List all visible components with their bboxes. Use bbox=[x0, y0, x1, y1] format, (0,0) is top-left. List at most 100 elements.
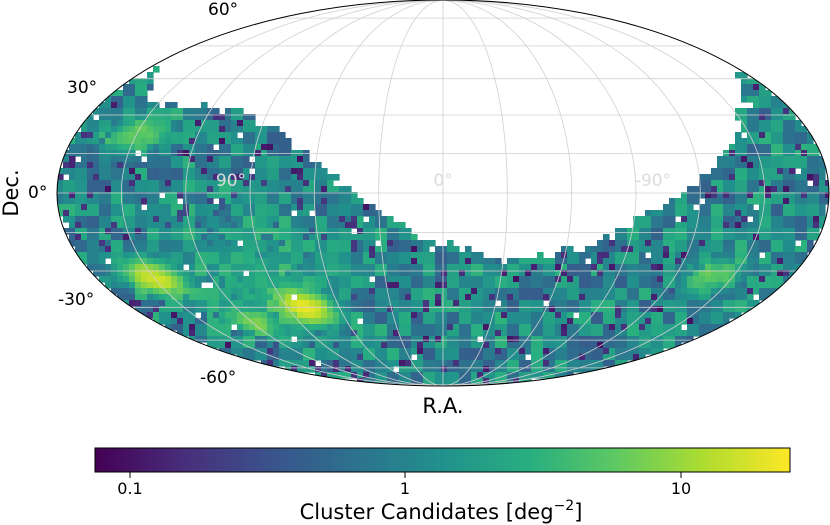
heatmap-cell bbox=[285, 318, 292, 325]
heatmap-cell bbox=[369, 246, 376, 253]
heatmap-cell bbox=[657, 264, 664, 271]
heatmap-cell bbox=[321, 318, 328, 325]
heatmap-cell bbox=[321, 294, 328, 301]
heatmap-cell bbox=[117, 222, 124, 229]
heatmap-cell bbox=[237, 186, 244, 193]
heatmap-cell bbox=[285, 300, 292, 307]
heatmap-cell bbox=[273, 216, 280, 223]
heatmap-cell bbox=[519, 354, 526, 361]
heatmap-cell bbox=[405, 354, 412, 361]
heatmap-cell bbox=[207, 180, 214, 187]
heatmap-cell bbox=[477, 366, 484, 373]
heatmap-cell bbox=[303, 216, 310, 223]
heatmap-cell bbox=[129, 276, 136, 283]
heatmap-cell bbox=[621, 228, 628, 235]
heatmap-cell bbox=[207, 270, 214, 277]
heatmap-cell bbox=[117, 282, 124, 289]
heatmap-cell bbox=[711, 174, 718, 181]
heatmap-cell bbox=[669, 276, 676, 283]
heatmap-cell bbox=[201, 168, 208, 175]
heatmap-cell bbox=[183, 132, 190, 139]
heatmap-cell bbox=[435, 306, 442, 313]
heatmap-cell bbox=[69, 180, 76, 187]
heatmap-cell bbox=[459, 282, 466, 289]
heatmap-cell bbox=[465, 252, 472, 259]
heatmap-cell bbox=[663, 312, 670, 319]
heatmap-cell bbox=[237, 168, 244, 175]
heatmap-cell bbox=[207, 210, 214, 217]
heatmap-cell bbox=[669, 288, 676, 295]
heatmap-cell bbox=[159, 198, 166, 205]
heatmap-cell bbox=[663, 288, 670, 295]
heatmap-cell bbox=[411, 312, 418, 319]
heatmap-cell bbox=[459, 378, 466, 385]
heatmap-cell bbox=[129, 282, 136, 289]
heatmap-cell bbox=[261, 318, 268, 325]
heatmap-cell bbox=[399, 372, 406, 379]
heatmap-cell bbox=[291, 174, 298, 181]
heatmap-cell bbox=[321, 366, 328, 373]
heatmap-cell bbox=[771, 168, 778, 175]
heatmap-cell bbox=[345, 228, 352, 235]
heatmap-cell bbox=[681, 204, 688, 211]
heatmap-cell bbox=[105, 204, 112, 211]
heatmap-cell bbox=[327, 288, 334, 295]
heatmap-cell bbox=[447, 372, 454, 379]
heatmap-cell bbox=[129, 222, 136, 229]
heatmap-cell bbox=[717, 228, 724, 235]
heatmap-cell bbox=[717, 162, 724, 169]
heatmap-cell bbox=[525, 324, 532, 331]
heatmap-cell bbox=[405, 228, 412, 235]
heatmap-cell bbox=[369, 222, 376, 229]
heatmap-cell bbox=[327, 306, 334, 313]
heatmap-cell bbox=[777, 246, 784, 253]
heatmap-cell bbox=[585, 360, 592, 367]
heatmap-cell bbox=[147, 234, 154, 241]
heatmap-cell bbox=[537, 366, 544, 373]
heatmap-cell bbox=[801, 246, 808, 253]
heatmap-cell bbox=[825, 192, 829, 199]
heatmap-cell bbox=[351, 252, 358, 259]
heatmap-cell bbox=[789, 168, 796, 175]
heatmap-cell bbox=[543, 276, 550, 283]
heatmap-cell bbox=[351, 198, 358, 205]
heatmap-cell bbox=[585, 276, 592, 283]
heatmap-cell bbox=[219, 246, 226, 253]
heatmap-cell bbox=[813, 156, 820, 163]
heatmap-cell bbox=[363, 240, 370, 247]
heatmap-cell bbox=[669, 198, 676, 205]
heatmap-cell bbox=[117, 240, 124, 247]
heatmap-cell bbox=[681, 228, 688, 235]
heatmap-cell bbox=[501, 360, 508, 367]
heatmap-cell bbox=[669, 240, 676, 247]
heatmap-cell bbox=[231, 336, 238, 343]
heatmap-cell bbox=[633, 270, 640, 277]
heatmap-cell bbox=[231, 198, 238, 205]
heatmap-cell bbox=[465, 330, 472, 337]
heatmap-cell bbox=[741, 210, 748, 217]
heatmap-cell bbox=[273, 162, 280, 169]
heatmap-cell bbox=[747, 300, 754, 307]
heatmap-cell bbox=[423, 276, 430, 283]
heatmap-cell bbox=[81, 222, 88, 229]
heatmap-cell bbox=[639, 282, 646, 289]
heatmap-cell bbox=[357, 300, 364, 307]
heatmap-cell bbox=[237, 108, 244, 115]
heatmap-cell bbox=[471, 300, 478, 307]
heatmap-cell bbox=[639, 240, 646, 247]
heatmap-cell bbox=[795, 174, 802, 181]
heatmap-cell bbox=[123, 126, 130, 133]
heatmap-cell bbox=[543, 354, 550, 361]
heatmap-cell bbox=[321, 270, 328, 277]
heatmap-cell bbox=[459, 312, 466, 319]
heatmap-cell bbox=[375, 378, 382, 385]
heatmap-cell bbox=[621, 348, 628, 355]
heatmap-cell bbox=[735, 276, 742, 283]
heatmap-cell bbox=[429, 270, 436, 277]
heatmap-cell bbox=[231, 210, 238, 217]
heatmap-cell bbox=[477, 270, 484, 277]
heatmap-cell bbox=[213, 300, 220, 307]
heatmap-cell bbox=[759, 228, 766, 235]
heatmap-cell bbox=[735, 144, 742, 151]
heatmap-cell bbox=[195, 174, 202, 181]
